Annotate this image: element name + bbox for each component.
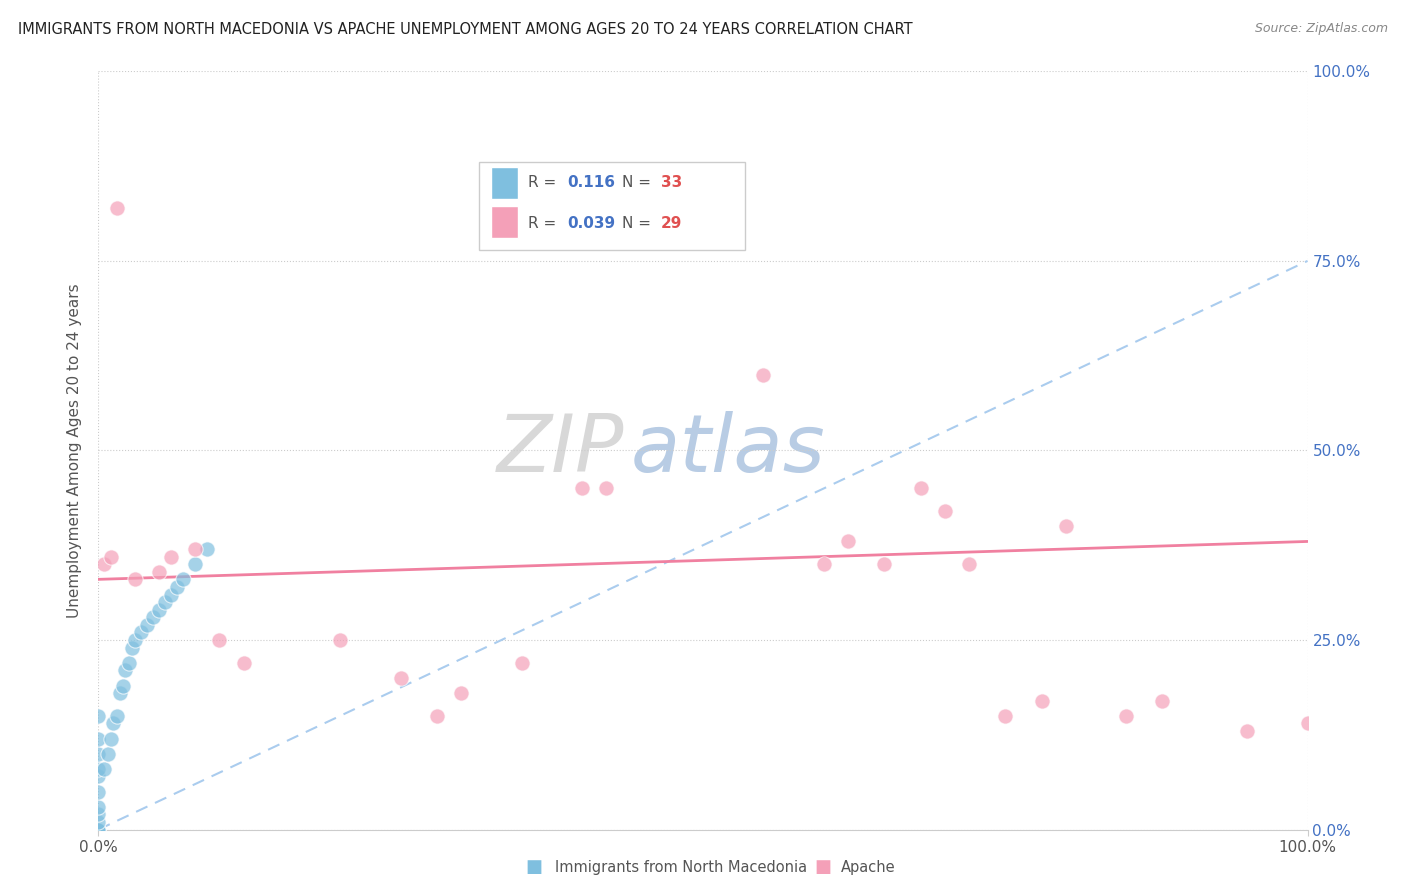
Point	[87, 822, 110, 837]
Point	[910, 482, 932, 496]
Point	[97, 747, 120, 761]
Point	[114, 664, 136, 678]
Text: N =: N =	[621, 216, 655, 230]
Text: Immigrants from North Macedonia: Immigrants from North Macedonia	[555, 860, 807, 874]
Point	[93, 762, 115, 776]
Point	[87, 785, 110, 799]
Point	[1296, 716, 1319, 731]
Point	[595, 482, 617, 496]
Point	[101, 716, 124, 731]
Point	[994, 708, 1017, 723]
Bar	[492, 167, 517, 199]
Point	[752, 368, 775, 382]
Point	[208, 633, 231, 648]
Point	[957, 557, 980, 572]
Point	[389, 671, 412, 685]
Point	[148, 603, 170, 617]
Point	[813, 557, 835, 572]
Point	[87, 708, 110, 723]
Point	[121, 640, 143, 655]
Point	[426, 708, 449, 723]
Text: IMMIGRANTS FROM NORTH MACEDONIA VS APACHE UNEMPLOYMENT AMONG AGES 20 TO 24 YEARS: IMMIGRANTS FROM NORTH MACEDONIA VS APACH…	[18, 22, 912, 37]
Text: Apache: Apache	[841, 860, 896, 874]
Text: 0.039: 0.039	[568, 216, 616, 230]
Point	[105, 201, 128, 215]
Point	[934, 504, 956, 518]
Point	[1236, 724, 1258, 739]
Point	[87, 762, 110, 776]
Point	[160, 588, 183, 602]
Point	[108, 686, 131, 700]
Point	[837, 534, 859, 549]
Text: R =: R =	[527, 175, 561, 190]
Point	[510, 656, 533, 670]
Point	[1152, 694, 1174, 708]
Text: ZIP: ZIP	[498, 411, 624, 490]
Point	[148, 565, 170, 579]
Text: Source: ZipAtlas.com: Source: ZipAtlas.com	[1254, 22, 1388, 36]
Point	[195, 541, 218, 557]
Point	[571, 482, 593, 496]
Point	[87, 807, 110, 822]
Point	[87, 815, 110, 830]
Text: R =: R =	[527, 216, 561, 230]
Text: 33: 33	[661, 175, 682, 190]
Bar	[492, 206, 517, 238]
Text: ■: ■	[526, 858, 543, 876]
FancyBboxPatch shape	[479, 162, 745, 250]
Point	[87, 822, 110, 837]
Point	[160, 549, 183, 564]
Point	[87, 769, 110, 784]
Point	[153, 595, 176, 609]
Point	[100, 731, 122, 746]
Point	[87, 731, 110, 746]
Y-axis label: Unemployment Among Ages 20 to 24 years: Unemployment Among Ages 20 to 24 years	[67, 283, 83, 618]
Point	[135, 617, 157, 632]
Point	[1031, 694, 1053, 708]
Text: atlas: atlas	[630, 411, 825, 490]
Point	[87, 747, 110, 761]
Point	[184, 541, 207, 557]
Point	[184, 557, 207, 572]
Text: 0.116: 0.116	[568, 175, 616, 190]
Point	[111, 678, 134, 692]
Point	[166, 580, 188, 594]
Text: 29: 29	[661, 216, 682, 230]
Point	[129, 625, 152, 640]
Text: N =: N =	[621, 175, 655, 190]
Point	[450, 686, 472, 700]
Point	[124, 573, 146, 587]
Text: ■: ■	[814, 858, 831, 876]
Point	[93, 557, 115, 572]
Point	[118, 656, 141, 670]
Point	[329, 633, 352, 648]
Point	[873, 557, 896, 572]
Point	[232, 656, 254, 670]
Point	[87, 822, 110, 837]
Point	[87, 800, 110, 814]
Point	[124, 633, 146, 648]
Point	[142, 610, 165, 624]
Point	[100, 549, 122, 564]
Point	[172, 573, 194, 587]
Point	[1054, 519, 1077, 533]
Point	[105, 708, 128, 723]
Point	[1115, 708, 1137, 723]
